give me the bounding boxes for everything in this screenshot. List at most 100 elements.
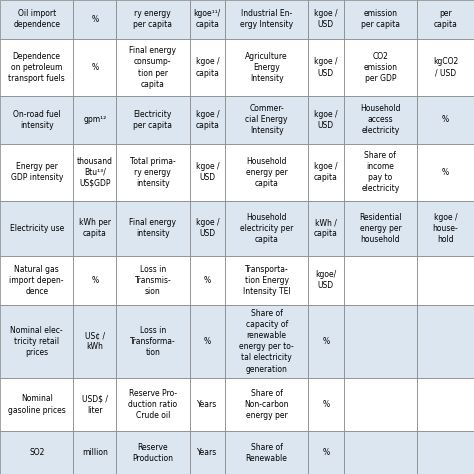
Bar [0,255,73,305]
Bar [0,431,73,474]
Text: US¢ /
kWh: US¢ / kWh [85,331,105,351]
Text: thousand
Btu¹³/
US$GDP: thousand Btu¹³/ US$GDP [77,156,113,188]
Bar [344,255,417,305]
Text: Reserve Pro-
duction ratio
Crude oil: Reserve Pro- duction ratio Crude oil [128,389,177,420]
Bar [116,0,190,39]
Text: kgoe /
USD: kgoe / USD [314,9,337,29]
Text: Share of
Renewable: Share of Renewable [246,443,288,463]
Bar [190,305,225,378]
Text: %: % [204,276,211,285]
Text: %: % [91,63,99,72]
Bar [116,378,190,431]
Text: %: % [91,15,99,24]
Bar [344,0,417,39]
Text: Total prima-
ry energy
intensity: Total prima- ry energy intensity [130,156,176,188]
Bar [73,378,116,431]
Bar [190,0,225,39]
Bar [116,39,190,96]
Bar [116,96,190,144]
Bar [190,431,225,474]
Bar [73,144,116,201]
Bar [0,39,73,96]
Bar [344,144,417,201]
Bar [417,39,474,96]
Bar [0,378,73,431]
Text: CO2
emission
per GDP: CO2 emission per GDP [364,52,397,83]
Text: Agriculture
Energy
Intensity: Agriculture Energy Intensity [246,52,288,83]
Text: kgoe¹¹/
capita: kgoe¹¹/ capita [194,9,221,29]
Text: emission
per capita: emission per capita [361,9,400,29]
Bar [225,144,308,201]
Text: Oil import
dependence: Oil import dependence [13,9,60,29]
Bar [116,431,190,474]
Bar [417,255,474,305]
Text: kgoe /
USD: kgoe / USD [314,57,337,78]
Text: Loss in
Transmis-
sion: Loss in Transmis- sion [135,264,171,296]
Bar [344,431,417,474]
Text: Transporta-
tion Energy
Intensity TEI: Transporta- tion Energy Intensity TEI [243,264,291,296]
Text: On-road fuel
intensity: On-road fuel intensity [13,110,61,130]
Text: Household
access
electricity: Household access electricity [360,104,401,136]
Bar [344,201,417,255]
Text: Energy per
GDP intensity: Energy per GDP intensity [10,162,63,182]
Bar [73,96,116,144]
Bar [308,96,344,144]
Text: Electricity
per capita: Electricity per capita [133,110,173,130]
Bar [0,144,73,201]
Text: million: million [82,448,108,457]
Bar [344,378,417,431]
Text: Nominal
gasoline prices: Nominal gasoline prices [8,394,65,415]
Text: Commer-
cial Energy
Intensity: Commer- cial Energy Intensity [246,104,288,136]
Text: Final energy
intensity: Final energy intensity [129,218,176,238]
Bar [308,39,344,96]
Text: kWh /
capita: kWh / capita [314,218,338,238]
Text: per
capita: per capita [434,9,457,29]
Bar [116,255,190,305]
Bar [73,39,116,96]
Bar [0,0,73,39]
Bar [73,255,116,305]
Bar [225,255,308,305]
Text: kgCO2
/ USD: kgCO2 / USD [433,57,458,78]
Text: Electricity use: Electricity use [9,224,64,233]
Bar [308,255,344,305]
Bar [190,378,225,431]
Text: %: % [442,168,449,177]
Bar [344,305,417,378]
Text: Dependence
on petroleum
transport fuels: Dependence on petroleum transport fuels [9,52,65,83]
Bar [417,0,474,39]
Text: kgoe /
capita: kgoe / capita [195,57,219,78]
Text: Share of
capacity of
renewable
energy per to-
tal electricity
generation: Share of capacity of renewable energy pe… [239,309,294,374]
Bar [344,96,417,144]
Text: kgoe /
USD: kgoe / USD [196,162,219,182]
Bar [190,144,225,201]
Text: Years: Years [197,400,218,409]
Bar [225,378,308,431]
Bar [190,39,225,96]
Text: %: % [91,276,99,285]
Text: Years: Years [197,448,218,457]
Text: %: % [204,337,211,346]
Text: Loss in
Transforma-
tion: Loss in Transforma- tion [130,326,176,357]
Text: kgoe /
USD: kgoe / USD [314,110,337,130]
Bar [225,201,308,255]
Bar [116,201,190,255]
Text: kgoe/
USD: kgoe/ USD [315,270,337,290]
Bar [308,305,344,378]
Bar [417,305,474,378]
Text: kgoe /
USD: kgoe / USD [196,218,219,238]
Text: SO2: SO2 [29,448,45,457]
Bar [190,201,225,255]
Text: Share of
income
pay to
electricity: Share of income pay to electricity [361,151,400,193]
Text: Share of
Non-carbon
energy per: Share of Non-carbon energy per [245,389,289,420]
Bar [73,305,116,378]
Bar [308,378,344,431]
Text: Household
energy per
capita: Household energy per capita [246,156,288,188]
Bar [73,431,116,474]
Text: Nominal elec-
tricity retail
prices: Nominal elec- tricity retail prices [10,326,63,357]
Bar [225,0,308,39]
Bar [0,96,73,144]
Text: Natural gas
import depen-
dence: Natural gas import depen- dence [9,264,64,296]
Text: gpm¹²: gpm¹² [83,115,107,124]
Text: kgoe /
capita: kgoe / capita [314,162,338,182]
